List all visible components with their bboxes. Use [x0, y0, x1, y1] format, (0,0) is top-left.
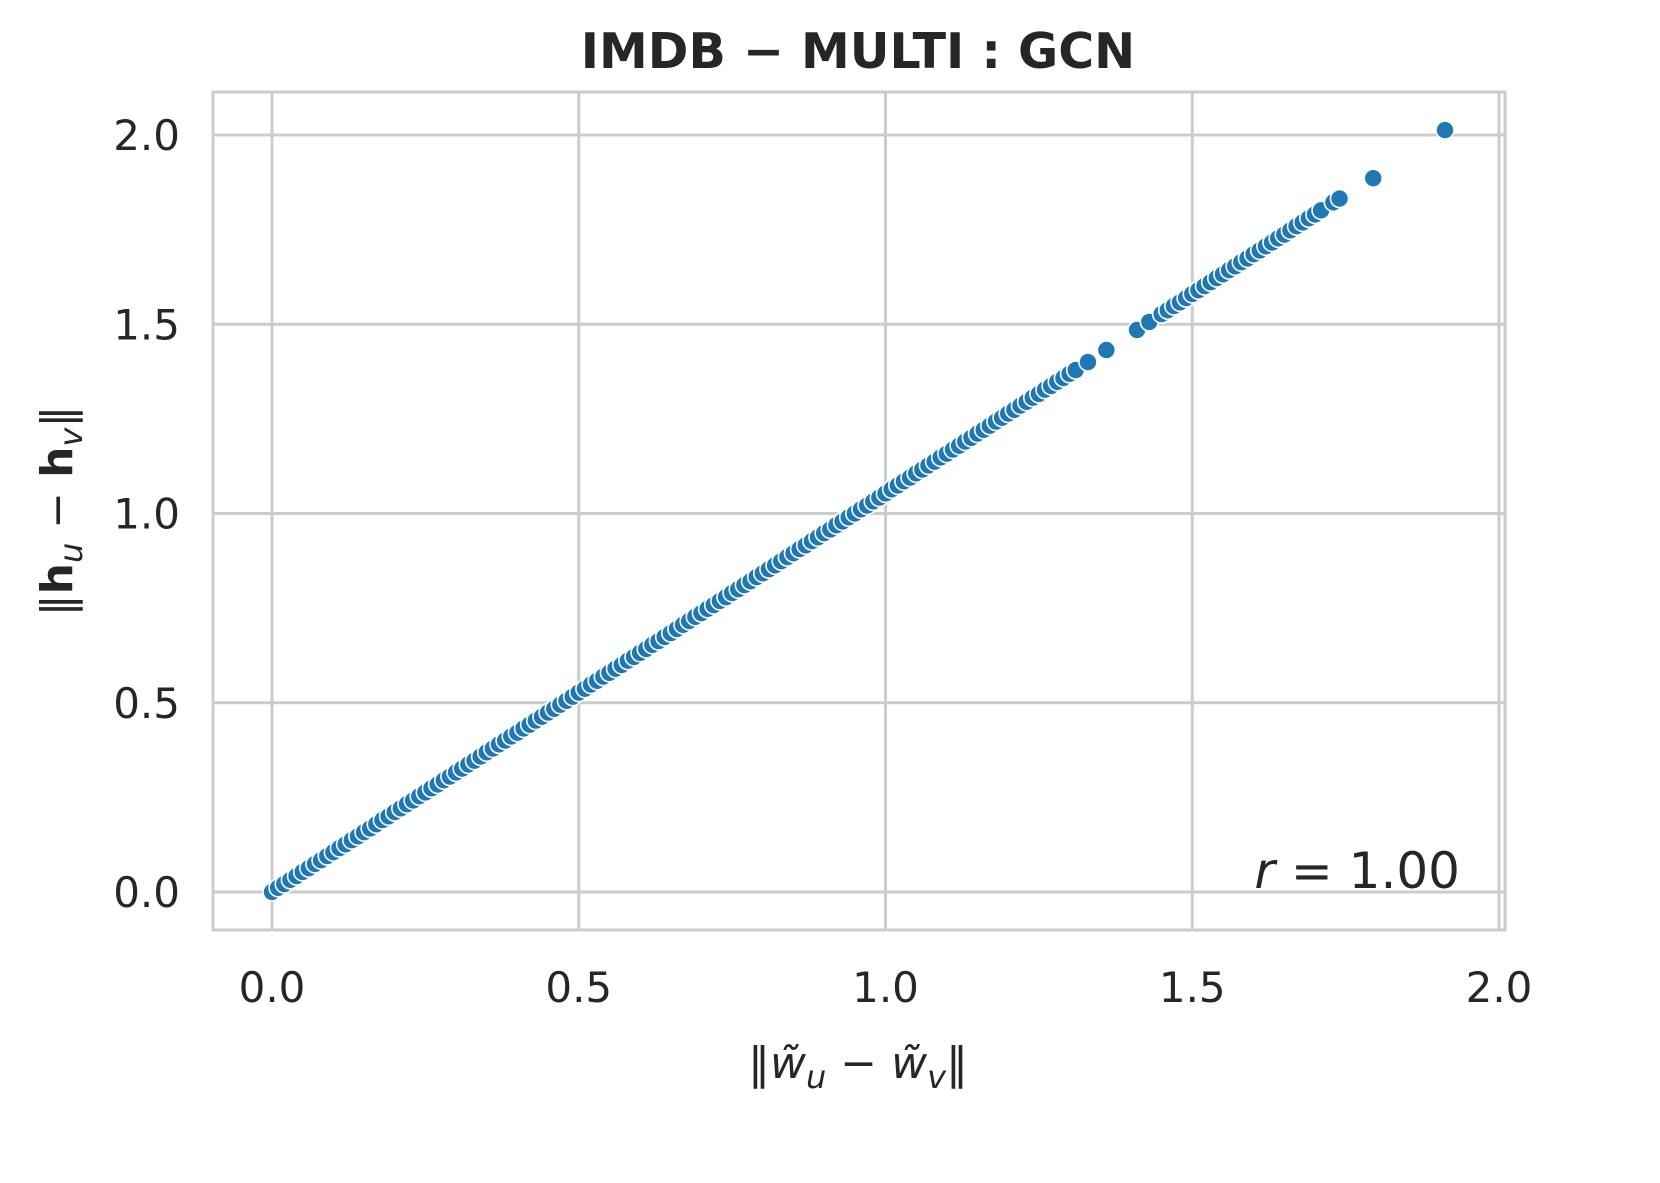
gridlines [213, 92, 1505, 930]
x-tick-label: 1.0 [852, 963, 919, 1012]
x-tick-labels: 0.0 0.5 1.0 1.5 2.0 [239, 963, 1533, 1012]
svg-text:r = 1.00: r = 1.00 [1254, 842, 1460, 900]
y-tick-label: 1.0 [113, 490, 180, 539]
y-axis-label: ‖hu − hv‖ [32, 406, 90, 617]
y-tick-label: 0.0 [113, 868, 180, 917]
y-tick-label: 0.5 [113, 679, 180, 728]
data-point [1363, 168, 1384, 188]
plot-frame [211, 90, 1507, 932]
data-point [1078, 352, 1098, 372]
x-tick-label: 2.0 [1466, 963, 1533, 1012]
svg-text:‖hu − hv‖: ‖hu − hv‖ [32, 406, 90, 617]
correlation-annotation: r = 1.00 [1254, 842, 1460, 900]
x-tick-label: 0.0 [239, 963, 306, 1012]
x-tick-label: 0.5 [545, 963, 612, 1012]
data-point [1435, 120, 1455, 140]
data-points [262, 120, 1455, 902]
x-axis-label: ‖w̃u − w̃v‖ [748, 1038, 968, 1096]
plot-area [211, 90, 1507, 932]
data-point [1329, 188, 1350, 209]
chart-title: IMDB − MULTI : GCN [581, 23, 1135, 80]
y-tick-labels: 0.0 0.5 1.0 1.5 2.0 [113, 111, 180, 917]
data-point [1096, 340, 1117, 360]
svg-text:‖w̃u − w̃v‖: ‖w̃u − w̃v‖ [748, 1038, 968, 1096]
x-tick-label: 1.5 [1159, 963, 1226, 1012]
y-tick-label: 2.0 [113, 111, 180, 160]
y-tick-label: 1.5 [113, 300, 180, 349]
